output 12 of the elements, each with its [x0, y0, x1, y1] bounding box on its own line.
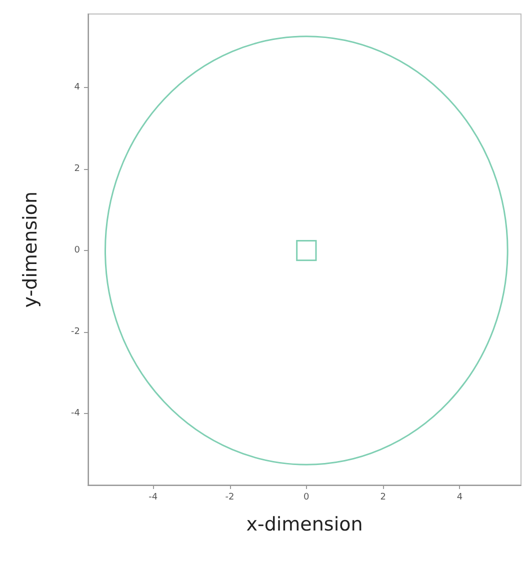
y-tick-label: -4 — [71, 408, 80, 419]
x-tick-label: 0 — [304, 492, 310, 502]
y-tick-label: 2 — [74, 164, 80, 174]
x-axis-title: x-dimension — [246, 514, 363, 536]
y-tick-label: -2 — [71, 327, 80, 338]
x-tick-label: -4 — [148, 492, 158, 502]
y-tick-label: 4 — [74, 82, 80, 92]
y-tick-label: 0 — [74, 246, 80, 256]
y-axis-title: y-dimension — [20, 191, 42, 308]
x-tick-label: 4 — [456, 492, 463, 502]
x-tick-label: 2 — [380, 492, 386, 502]
x-tick-label: -2 — [225, 492, 234, 502]
